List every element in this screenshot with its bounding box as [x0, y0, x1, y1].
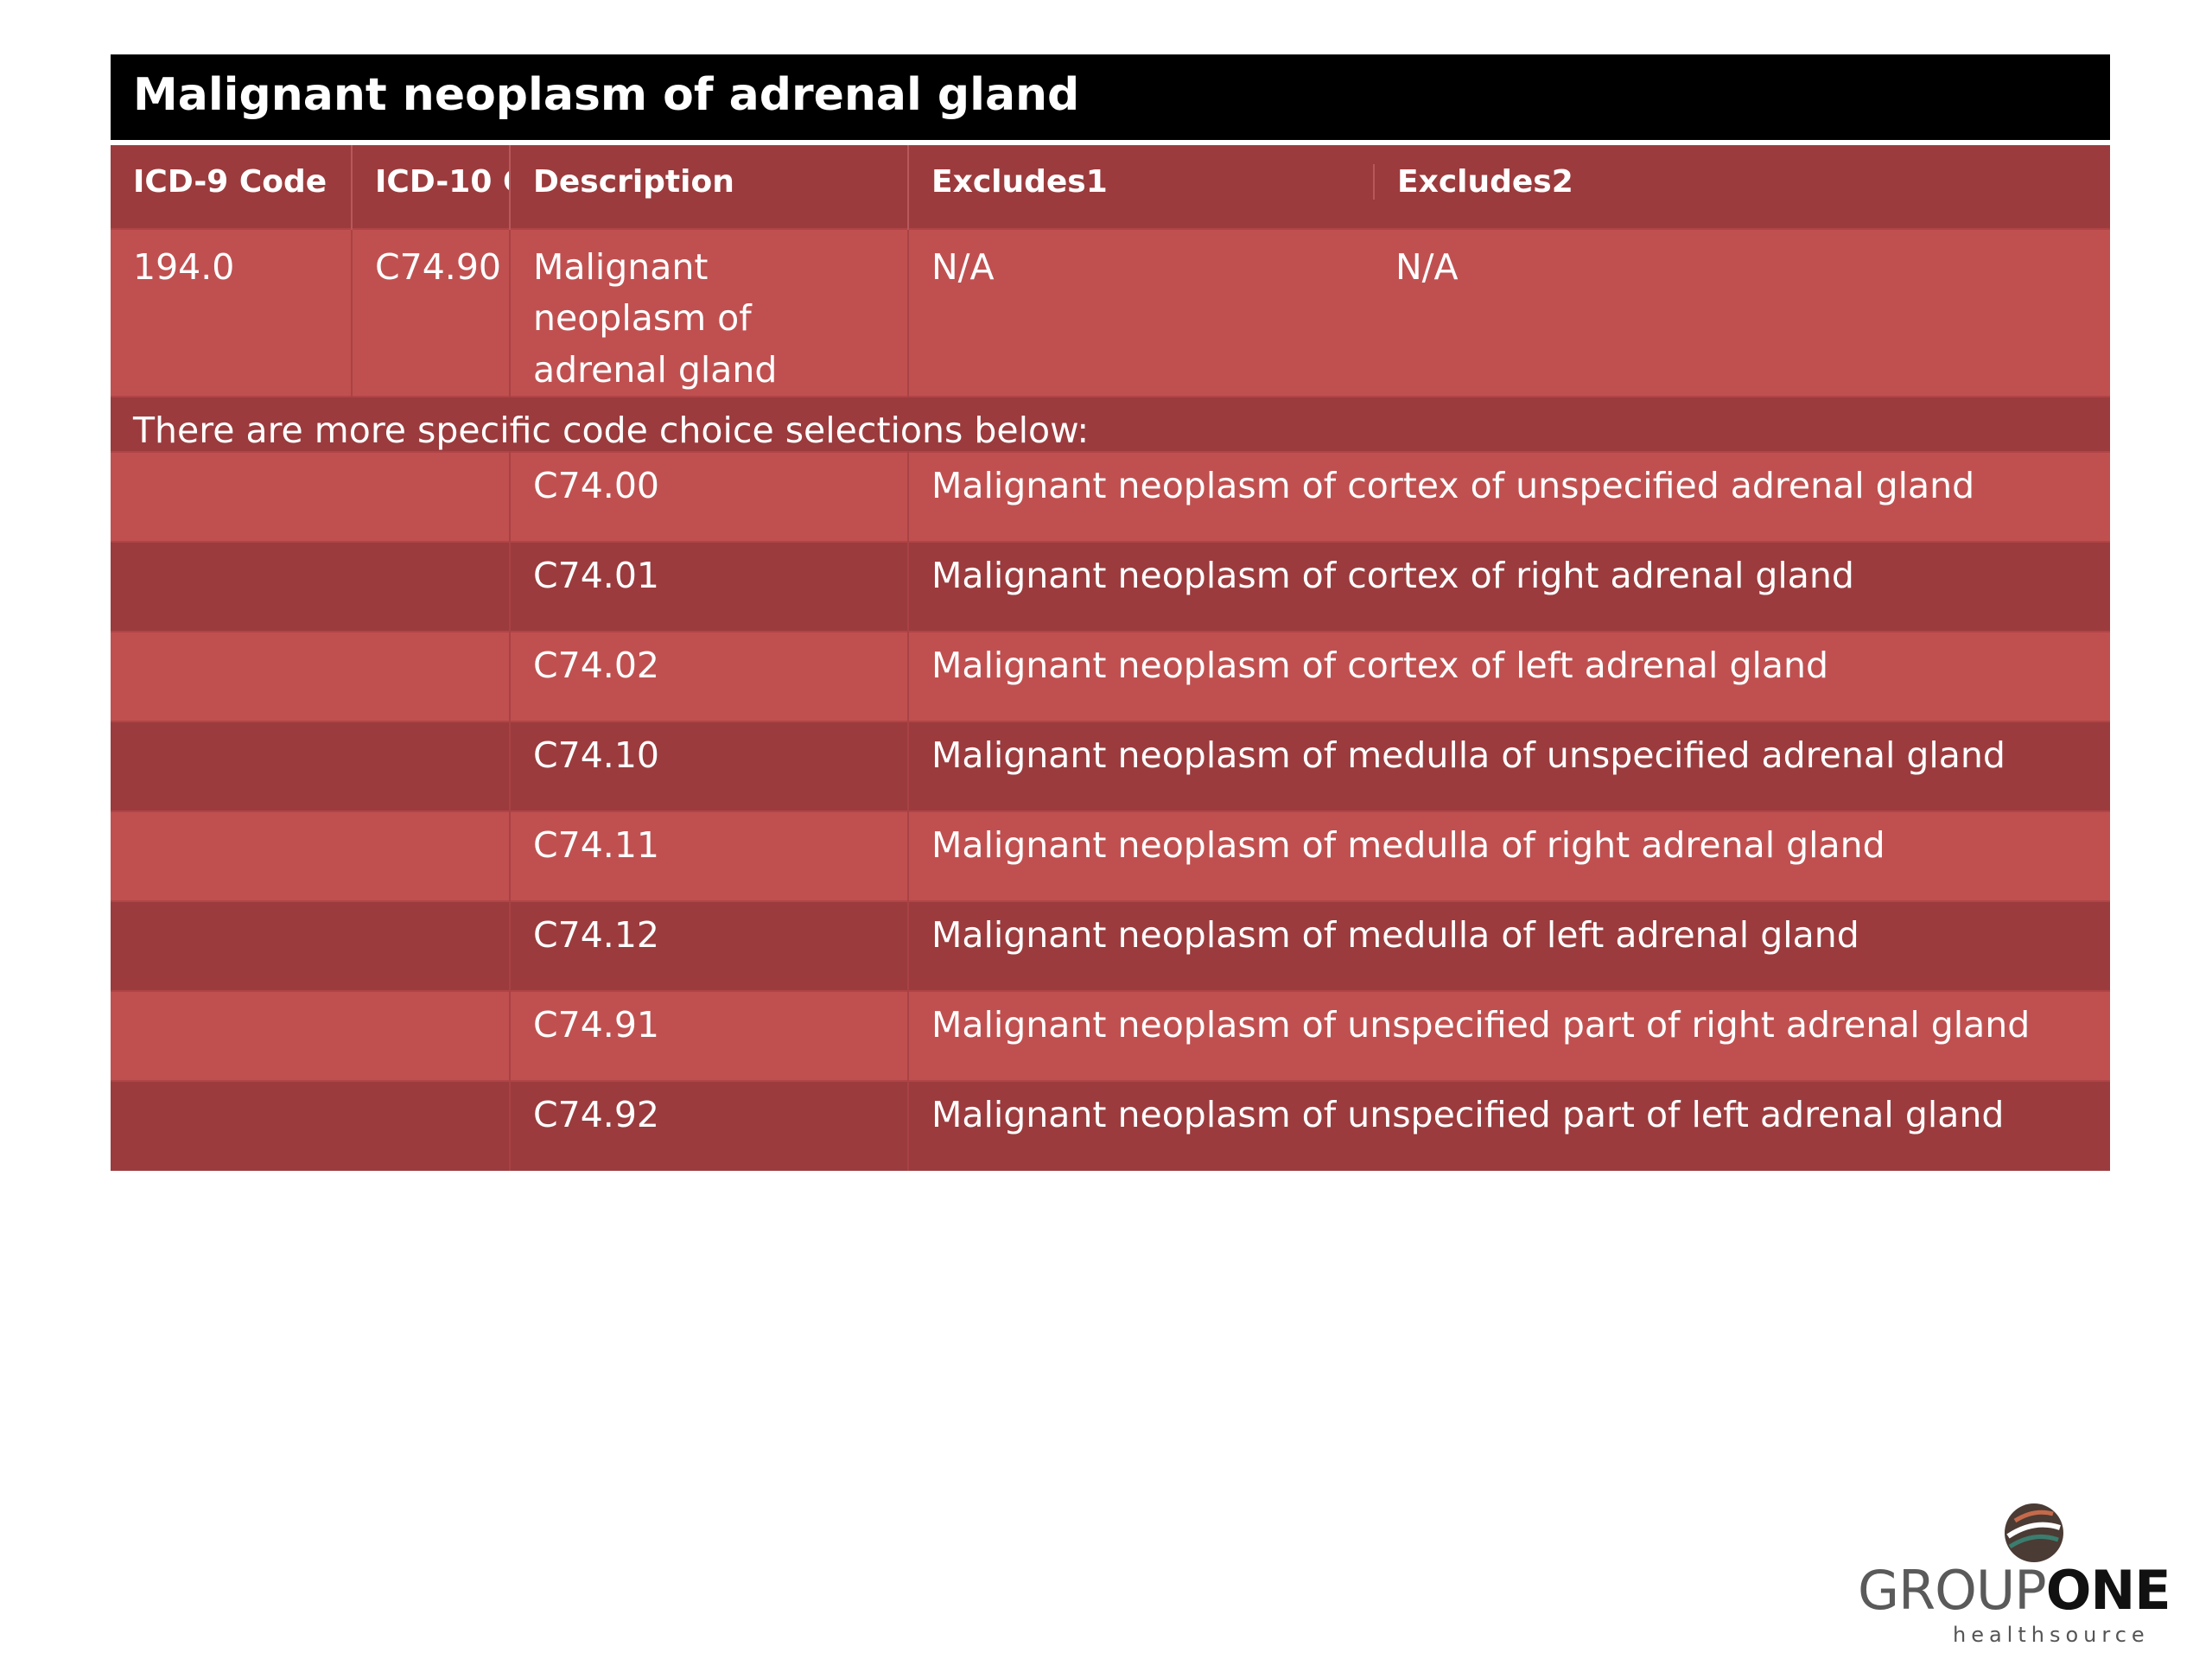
blank-cell: [111, 990, 511, 1081]
specific-code-row: C74.10 Malignant neoplasm of medulla of u…: [111, 721, 2110, 811]
specific-code-row: C74.92 Malignant neoplasm of unspecified …: [111, 1080, 2110, 1171]
table-title: Malignant neoplasm of adrenal gland: [111, 54, 2111, 145]
specific-code-description: Malignant neoplasm of medulla of unspeci…: [908, 721, 2110, 811]
header-excludes-cell: Excludes1 Excludes2: [908, 143, 2111, 229]
logo-wordmark: GROUPONE: [1858, 1564, 2212, 1618]
title-row: Malignant neoplasm of adrenal gland: [111, 54, 2111, 145]
globe-logo-icon: [2005, 1503, 2063, 1562]
main-excludes2: N/A: [1395, 246, 1459, 288]
main-excludes1: N/A: [931, 246, 995, 288]
main-icd10-code: C74.90: [352, 227, 511, 397]
specific-code-row: C74.01 Malignant neoplasm of cortex of ri…: [111, 541, 2110, 632]
blank-cell: [111, 721, 511, 811]
main-icd9-code: 194.0: [111, 227, 353, 397]
specific-code-row: C74.00 Malignant neoplasm of cortex of un…: [111, 451, 2110, 542]
header-description: Description: [510, 143, 909, 229]
main-excludes-cell: N/A N/A: [908, 227, 2111, 397]
specific-code-description: Malignant neoplasm of unspecified part o…: [908, 990, 2110, 1081]
header-icd9: ICD-9 Code: [111, 143, 353, 229]
specific-code: C74.92: [510, 1080, 909, 1171]
blank-cell: [111, 631, 511, 721]
blank-cell: [111, 451, 511, 542]
icd-code-table: Malignant neoplasm of adrenal gland ICD-…: [111, 54, 2111, 487]
specific-code: C74.91: [510, 990, 909, 1081]
specific-code-row: C74.91 Malignant neoplasm of unspecified …: [111, 990, 2110, 1081]
specific-code-description: Malignant neoplasm of cortex of right ad…: [908, 541, 2110, 632]
specific-codes-table: C74.00 Malignant neoplasm of cortex of un…: [111, 451, 2110, 1171]
logo-subtitle: healthsource: [1953, 1623, 2150, 1647]
specific-code-description: Malignant neoplasm of unspecified part o…: [908, 1080, 2110, 1171]
specific-code-row: C74.02 Malignant neoplasm of cortex of le…: [111, 631, 2110, 721]
header-row: ICD-9 Code ICD-10 Code Description Exclu…: [111, 143, 2111, 229]
header-excludes1: Excludes1: [931, 164, 1108, 200]
specific-code: C74.12: [510, 900, 909, 991]
specific-code: C74.01: [510, 541, 909, 632]
main-description: Malignant neoplasm of adrenal gland: [510, 227, 909, 397]
logo-text-group: GROUP: [1858, 1559, 2047, 1622]
specific-code-description: Malignant neoplasm of cortex of left adr…: [908, 631, 2110, 721]
blank-cell: [111, 1080, 511, 1171]
blank-cell: [111, 900, 511, 991]
header-excludes2: Excludes2: [1373, 164, 1573, 200]
specific-code-description: Malignant neoplasm of medulla of left ad…: [908, 900, 2110, 991]
group-one-logo: GROUPONE healthsource: [1858, 1502, 2212, 1659]
specific-code-description: Malignant neoplasm of cortex of unspecif…: [908, 451, 2110, 542]
specific-code-description: Malignant neoplasm of medulla of right a…: [908, 810, 2110, 901]
blank-cell: [111, 541, 511, 632]
specific-code-row: C74.12 Malignant neoplasm of medulla of l…: [111, 900, 2110, 991]
specific-code: C74.02: [510, 631, 909, 721]
blank-cell: [111, 810, 511, 901]
specific-code-row: C74.11 Malignant neoplasm of medulla of r…: [111, 810, 2110, 901]
main-code-row: 194.0 C74.90 Malignant neoplasm of adren…: [111, 227, 2111, 397]
specific-code: C74.10: [510, 721, 909, 811]
logo-text-one: ONE: [2045, 1559, 2171, 1622]
specific-code: C74.00: [510, 451, 909, 542]
header-icd10: ICD-10 Code: [352, 143, 511, 229]
specific-code: C74.11: [510, 810, 909, 901]
